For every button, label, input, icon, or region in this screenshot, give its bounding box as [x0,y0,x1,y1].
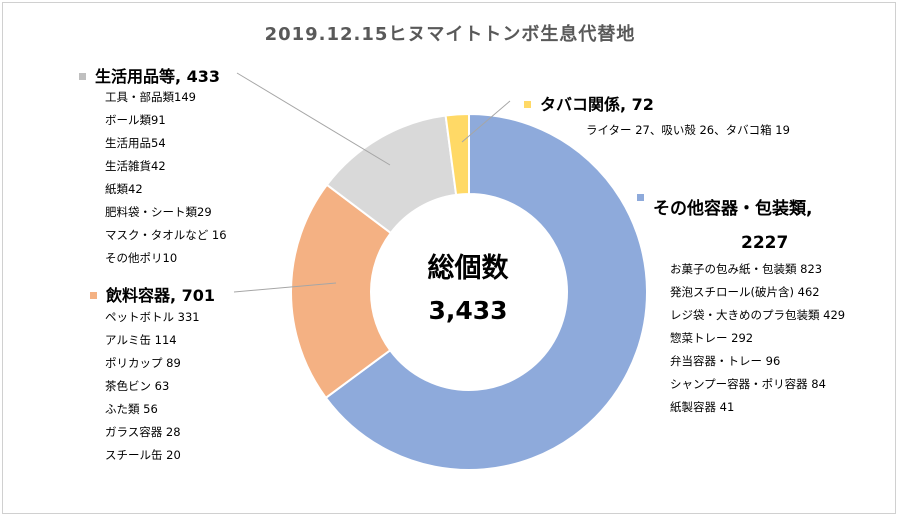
legend-label-beverage: 飲料容器, 701 [106,286,216,305]
list-item: その他ポリ10 [105,251,178,265]
legend-value-other-containers: 2227 [741,233,789,253]
list-item: 発泡スチロール(破片含) 462 [670,285,820,299]
center-label: 総個数 [427,253,509,284]
list-item: 弁当容器・トレー 96 [670,354,781,368]
legend-marker-beverage [90,292,97,299]
legend-marker-daily-goods [79,73,86,80]
list-item: お菓子の包み紙・包装類 823 [670,262,823,276]
list-item: ポリカップ 89 [105,356,181,370]
slice-tobacco [444,112,470,196]
slice-other-containers [324,112,648,471]
list-item: 紙製容器 41 [670,400,735,414]
slice-beverage [290,183,393,400]
legend-label-other-containers: その他容器・包装類, [653,199,813,219]
legend-daily-goods: 生活用品等, 433 [79,63,220,87]
leader-daily-goods [236,72,391,166]
items-beverage: ペットボトル 331 アルミ缶 114 ポリカップ 89 茶色ビン 63 ふた類… [105,306,200,467]
list-item: ふた類 56 [105,402,158,416]
legend-marker-tobacco [524,101,531,108]
legend-beverage: 飲料容器, 701 [90,282,215,306]
list-item: 惣菜トレー 292 [670,331,754,345]
list-item: 肥料袋・シート類29 [105,205,212,219]
list-item: 茶色ビン 63 [105,379,170,393]
legend-other-containers: その他容器・包装類, [637,194,812,219]
list-item: 紙類42 [105,182,143,196]
legend-label-daily-goods: 生活用品等, 433 [95,67,221,86]
legend-marker-other-containers [637,194,644,201]
list-item: ペットボトル 331 [105,310,200,324]
legend-label-tobacco: タバコ関係, 72 [540,95,654,114]
list-item: シャンプー容器・ポリ容器 84 [670,377,826,391]
items-tobacco: ライター 27、吸い殻 26、タバコ箱 19 [586,123,790,137]
items-other-containers: お菓子の包み紙・包装類 823 発泡スチロール(破片含) 462 レジ袋・大きめ… [670,258,845,419]
items-daily-goods: 工具・部品類149 ボール類91 生活用品54 生活雑貨42 紙類42 肥料袋・… [105,86,227,270]
leader-beverage [233,282,337,293]
list-item: 生活雑貨42 [105,159,166,173]
chart-title: 2019.12.15ヒヌマイトトンボ生息代替地 [264,24,636,45]
list-item: ガラス容器 28 [105,425,181,439]
list-item: アルミ缶 114 [105,333,177,347]
list-item: ボール類91 [105,113,166,127]
list-item: スチール缶 20 [105,448,181,462]
leader-tobacco [461,100,511,143]
list-item: 生活用品54 [105,136,166,150]
list-item: 工具・部品類149 [105,90,196,104]
list-item: レジ袋・大きめのプラ包装類 429 [670,308,846,322]
list-item: マスク・タオルなど 16 [105,228,227,242]
legend-tobacco: タバコ関係, 72 [524,91,654,115]
center-total: 3,433 [428,296,508,325]
